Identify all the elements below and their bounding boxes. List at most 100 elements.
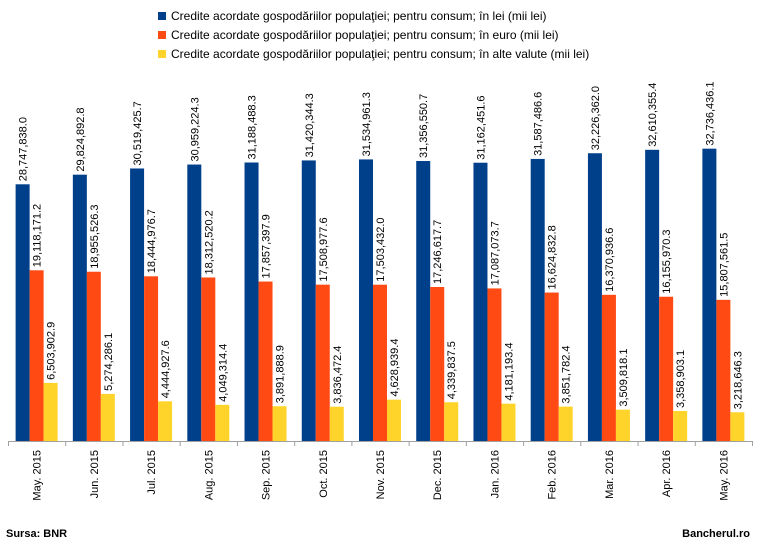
data-label: 3,851,782.4 <box>561 345 573 403</box>
x-tick-label: Sep. 2015 <box>261 450 273 500</box>
data-label: 19,118,171.2 <box>32 204 44 267</box>
x-tick-label: Dec. 2015 <box>432 450 444 500</box>
bar-series-3 <box>329 406 344 441</box>
data-label: 16,624,832.8 <box>547 225 559 289</box>
legend-item-euro: Credite acordate gospodăriilor populaţie… <box>158 25 589 44</box>
bar-series-1 <box>473 162 488 441</box>
legend-item-other: Credite acordate gospodăriilor populaţie… <box>158 44 589 63</box>
x-tick-label: Nov. 2015 <box>375 450 387 499</box>
data-label: 16,155,970.3 <box>661 229 673 293</box>
data-label: 32,736,436.1 <box>704 81 716 145</box>
bar-series-3 <box>215 404 230 441</box>
data-label: 28,747,838.0 <box>18 117 30 181</box>
data-label: 4,444,927.6 <box>160 340 172 398</box>
data-label: 31,162,451.6 <box>475 95 487 159</box>
legend-label-lei: Credite acordate gospodăriilor populaţie… <box>171 8 547 23</box>
bar-series-1 <box>530 158 545 442</box>
bar-series-1 <box>15 184 30 442</box>
legend-swatch-lei <box>158 11 166 20</box>
legend-swatch-euro <box>158 30 166 39</box>
data-label: 30,959,224.3 <box>189 97 201 161</box>
legend: Credite acordate gospodăriilor populaţie… <box>158 6 589 63</box>
data-label: 17,857,397.9 <box>261 214 273 278</box>
x-tick-label: Mar. 2016 <box>604 450 616 499</box>
data-label: 18,955,526.3 <box>89 205 101 269</box>
data-label: 32,226,362.0 <box>590 86 602 150</box>
data-label: 3,358,903.1 <box>675 350 687 408</box>
bar-series-1 <box>587 153 602 441</box>
x-tick-label: Oct. 2015 <box>318 450 330 498</box>
data-label: 18,312,520.2 <box>203 210 215 274</box>
data-label: 18,444,976.7 <box>146 209 158 273</box>
bar-series-1 <box>72 174 87 441</box>
bar-series-1 <box>416 160 431 441</box>
legend-item-lei: Credite acordate gospodăriilor populaţie… <box>158 6 589 25</box>
data-label: 15,807,561.5 <box>718 233 730 297</box>
bar-series-3 <box>615 409 630 441</box>
data-label: 17,087,073.7 <box>489 221 501 285</box>
source-note: Sursa: BNR <box>6 528 68 540</box>
bar-series-2 <box>258 281 273 441</box>
bar-series-1 <box>130 168 145 441</box>
data-label: 31,356,550.7 <box>418 94 430 158</box>
bar-series-3 <box>730 412 745 441</box>
data-label: 17,503,432.0 <box>375 217 387 281</box>
bar-series-1 <box>645 149 660 442</box>
bar-series-1 <box>359 159 373 441</box>
bar-series-2 <box>144 276 159 441</box>
bar-series-2 <box>373 284 387 441</box>
data-label: 5,274,286.1 <box>103 333 115 391</box>
bar-series-1 <box>187 164 202 441</box>
data-label: 32,610,355.4 <box>647 83 659 147</box>
bar-series-2 <box>29 270 44 441</box>
x-tick-label: Feb. 2016 <box>547 450 559 500</box>
bar-series-2 <box>430 286 445 441</box>
bar-series-2 <box>601 294 616 441</box>
bar-series-2 <box>86 271 101 441</box>
data-label: 31,587,486.6 <box>533 92 545 156</box>
data-label: 31,420,344.3 <box>304 93 316 157</box>
data-label: 3,836,472.4 <box>332 346 344 404</box>
legend-swatch-other <box>158 49 166 58</box>
bar-series-2 <box>315 284 330 441</box>
bar-series-3 <box>43 382 58 441</box>
bar-series-1 <box>301 160 316 441</box>
data-label: 17,508,977.6 <box>318 217 330 281</box>
data-label: 16,370,936.6 <box>604 228 616 292</box>
data-label: 31,188,488.3 <box>247 95 259 159</box>
bar-series-3 <box>558 406 573 441</box>
bar-series-3 <box>501 403 516 441</box>
data-label: 4,339,837.5 <box>446 341 458 399</box>
data-label: 3,218,646.3 <box>732 351 744 409</box>
bar-series-2 <box>201 277 216 441</box>
legend-label-other: Credite acordate gospodăriilor populaţie… <box>171 46 590 61</box>
x-tick-label: Jan. 2016 <box>489 450 501 498</box>
legend-label-euro: Credite acordate gospodăriilor populaţie… <box>171 27 559 42</box>
data-label: 4,049,314.4 <box>217 344 229 402</box>
data-label: 3,891,888.9 <box>275 345 287 403</box>
bar-series-3 <box>100 393 115 441</box>
data-label: 4,628,939.4 <box>389 339 401 397</box>
x-tick-label: Aug. 2015 <box>203 450 215 500</box>
data-label: 4,181,193.4 <box>503 343 515 401</box>
data-label: 6,503,902.9 <box>46 322 58 380</box>
x-tick-label: Jul. 2015 <box>146 450 158 495</box>
x-tick-label: Jun. 2015 <box>89 450 101 498</box>
data-label: 30,519,425.7 <box>132 101 144 165</box>
x-tick-label: Apr. 2016 <box>661 450 673 497</box>
bar-series-3 <box>387 399 401 441</box>
data-label: 29,824,892.8 <box>75 107 87 171</box>
bar-series-2 <box>659 296 674 441</box>
bar-series-3 <box>158 401 173 441</box>
data-label: 3,509,818.1 <box>618 349 630 407</box>
x-tick-label: May. 2016 <box>718 450 730 501</box>
data-label: 17,246,617.7 <box>432 220 444 284</box>
bar-series-2 <box>544 292 559 441</box>
bar-series-3 <box>272 406 287 441</box>
bar-series-1 <box>244 162 259 441</box>
bar-series-3 <box>444 402 459 441</box>
bar-series-2 <box>487 288 502 441</box>
brand-label: Bancherul.ro <box>682 528 750 540</box>
